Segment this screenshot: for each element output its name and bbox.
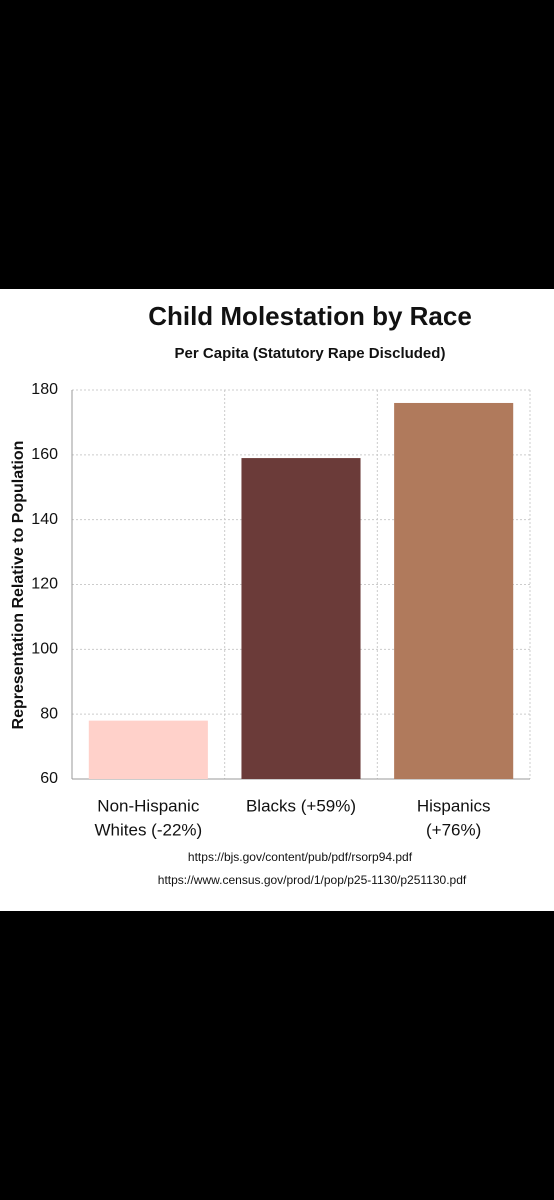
x-tick-label: (+76%) [426,820,481,839]
chart-subtitle: Per Capita (Statutory Rape Discluded) [175,345,446,362]
chart-title: Child Molestation by Race [148,301,472,331]
x-tick-label: Non-Hispanic [97,796,200,815]
y-axis-label: Representation Relative to Population [10,441,27,730]
x-tick-label: Blacks (+59%) [246,796,356,815]
bar [394,402,514,779]
y-tick-label: 160 [31,446,58,463]
x-tick-label: Whites (-22%) [94,820,202,839]
y-tick-label: 140 [31,511,58,528]
y-tick-label: 100 [31,641,58,658]
x-tick-label: Hispanics [417,796,491,815]
y-tick-label: 120 [31,576,58,593]
y-tick-label: 60 [40,770,58,787]
y-tick-label: 80 [40,705,58,722]
bar [88,720,208,779]
bar [241,458,361,779]
source-note: https://bjs.gov/content/pub/pdf/rsorp94.… [188,850,413,864]
source-note: https://www.census.gov/prod/1/pop/p25-11… [158,873,467,887]
y-tick-label: 180 [31,381,58,398]
